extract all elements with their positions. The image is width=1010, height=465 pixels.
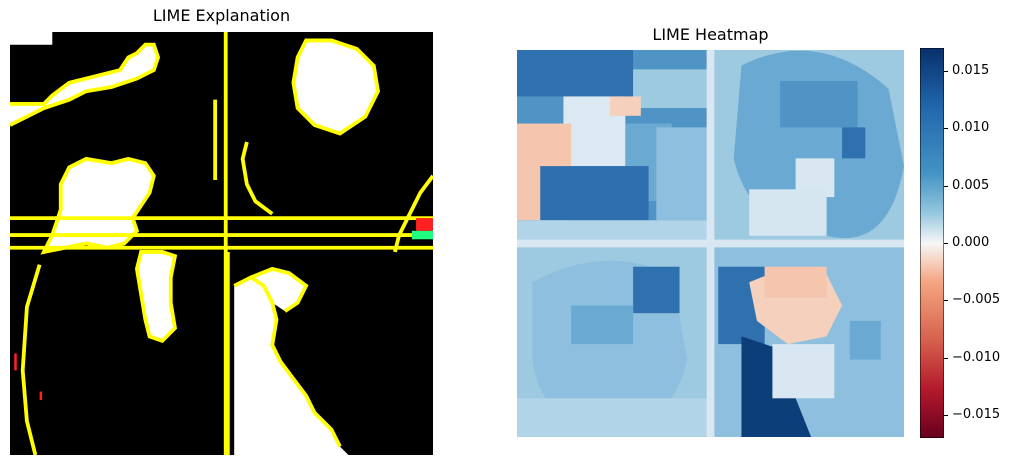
colorbar-tick-label: −0.005 [952,292,1001,308]
colorbar-tick-mark [944,70,948,72]
lime-explanation-image [10,32,433,455]
colorbar [920,48,944,438]
colorbar-tick-mark [944,300,948,302]
colorbar-tick-mark [944,185,948,187]
colorbar-tick-label: 0.000 [952,235,990,250]
colorbar-tick-label: −0.015 [952,407,1001,423]
left-chart-title: LIME Explanation [152,6,291,25]
colorbar-tick-mark [944,415,948,417]
colorbar-tick-label: 0.015 [952,62,990,78]
colorbar-tick-mark [944,243,948,244]
colorbar-tick-label: −0.010 [952,349,1001,365]
colorbar-tick-label: 0.005 [952,177,990,193]
right-chart-title: LIME Heatmap [652,25,769,44]
colorbar-tick-mark [944,357,948,359]
colorbar-tick-mark [944,128,948,130]
colorbar-tick-label: 0.010 [952,120,990,136]
lime-heatmap-image [517,50,904,437]
